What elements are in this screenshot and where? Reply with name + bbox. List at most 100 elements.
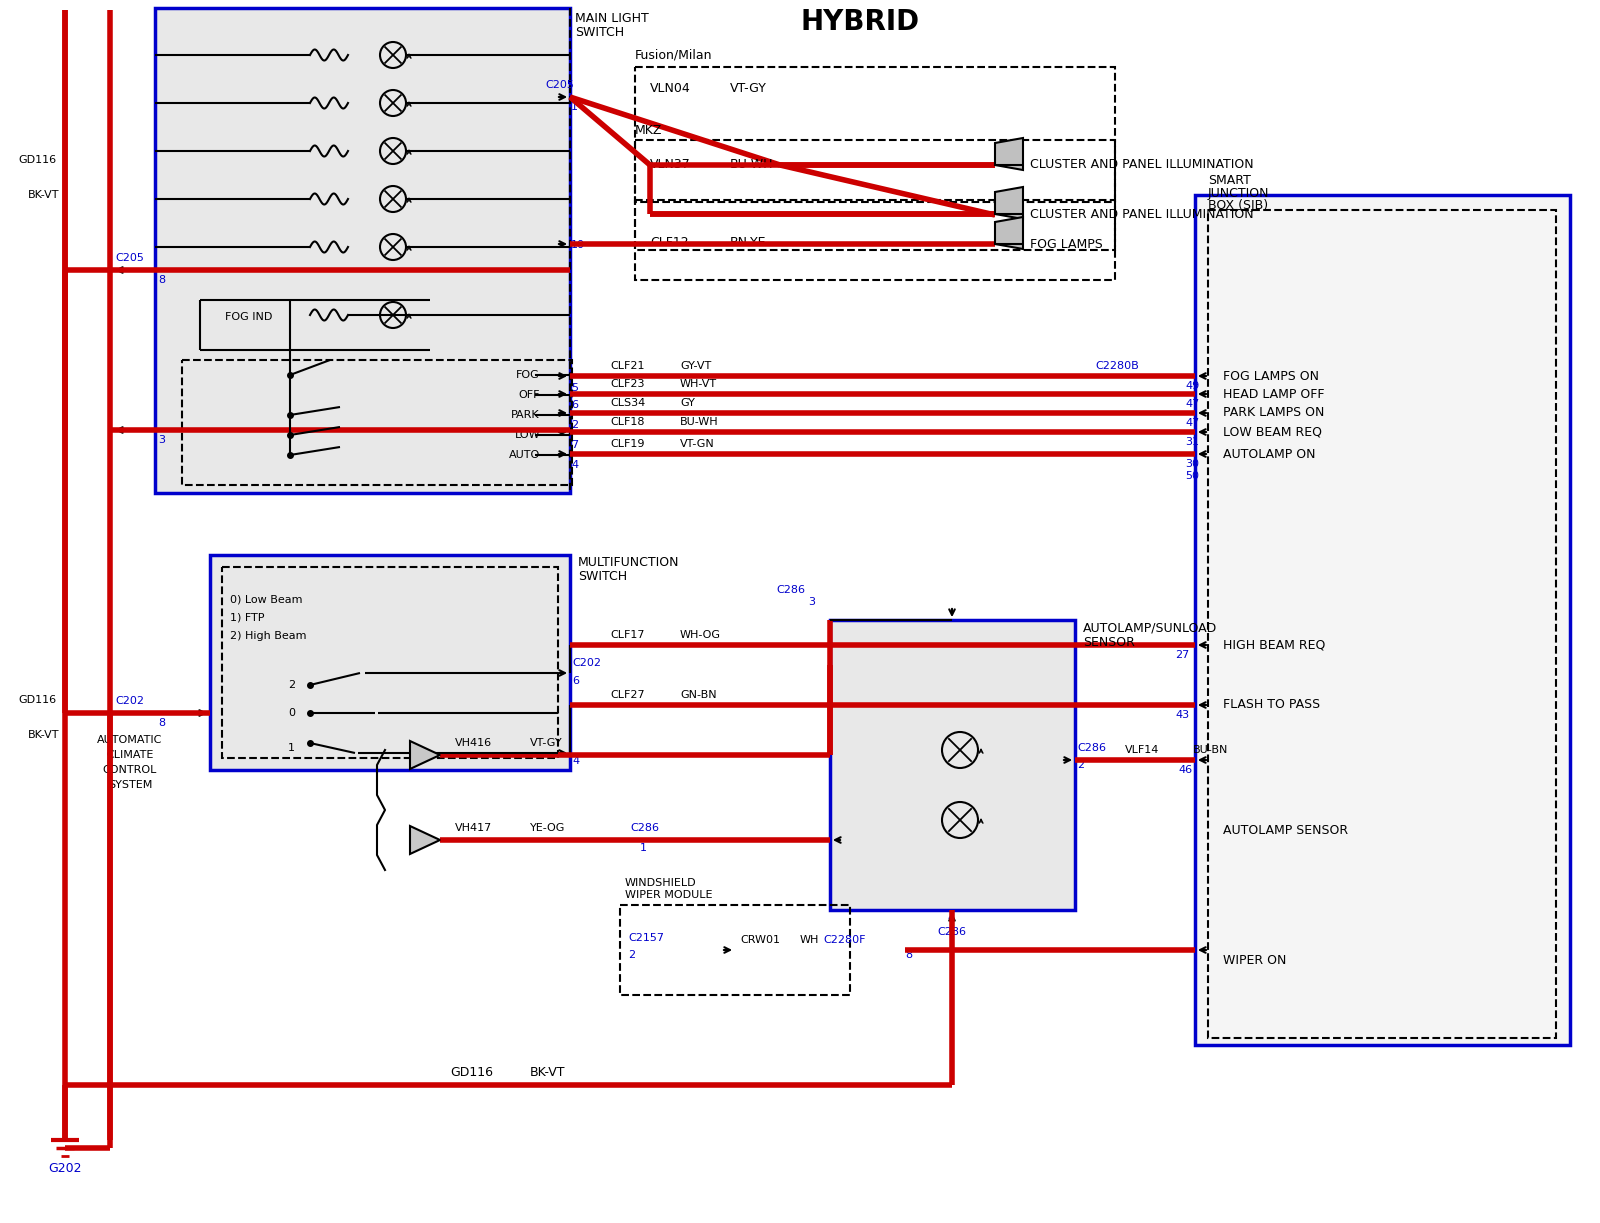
Bar <box>155 9 570 493</box>
Text: 2: 2 <box>571 419 578 430</box>
Text: LOW BEAM REQ: LOW BEAM REQ <box>1222 426 1322 439</box>
Text: SWITCH: SWITCH <box>574 26 624 38</box>
Text: VLF14: VLF14 <box>1125 745 1160 755</box>
Text: 2: 2 <box>288 680 294 690</box>
Text: PARK: PARK <box>512 410 541 419</box>
Text: AUTO: AUTO <box>509 450 541 460</box>
Text: 31: 31 <box>1186 437 1198 446</box>
Text: AUTOMATIC: AUTOMATIC <box>98 735 163 745</box>
Text: VLN37: VLN37 <box>650 159 691 171</box>
Text: 2: 2 <box>627 950 635 960</box>
Text: HIGH BEAM REQ: HIGH BEAM REQ <box>1222 638 1325 652</box>
Text: CONTROL: CONTROL <box>102 766 157 775</box>
Text: BN-YE: BN-YE <box>730 236 766 249</box>
Bar <box>635 201 1115 280</box>
Text: HYBRID: HYBRID <box>800 9 920 35</box>
Text: FOG IND: FOG IND <box>226 312 272 322</box>
Text: GD116: GD116 <box>450 1066 493 1080</box>
Text: CLUSTER AND PANEL ILLUMINATION: CLUSTER AND PANEL ILLUMINATION <box>1030 159 1254 171</box>
Text: C202: C202 <box>115 696 144 706</box>
Text: AUTOLAMP ON: AUTOLAMP ON <box>1222 448 1315 461</box>
Text: GD116: GD116 <box>18 695 56 704</box>
Text: 6: 6 <box>573 676 579 686</box>
Text: FOG LAMPS ON: FOG LAMPS ON <box>1222 369 1318 383</box>
Text: 10: 10 <box>571 240 586 249</box>
Text: FOG LAMPS: FOG LAMPS <box>1030 237 1102 251</box>
Bar <box>621 905 850 996</box>
Bar <box>182 360 573 486</box>
Text: C286: C286 <box>1077 744 1106 753</box>
Text: VT-GN: VT-GN <box>680 439 715 449</box>
Text: WINDSHIELD: WINDSHIELD <box>626 878 696 888</box>
Text: SMART: SMART <box>1208 174 1251 186</box>
Text: MULTIFUNCTION: MULTIFUNCTION <box>578 556 680 570</box>
Text: 8: 8 <box>906 950 912 960</box>
Text: C286: C286 <box>938 927 966 937</box>
Text: 0: 0 <box>288 708 294 718</box>
Text: CRW01: CRW01 <box>739 936 781 945</box>
Bar <box>210 555 570 770</box>
Text: YE-OG: YE-OG <box>530 823 565 833</box>
Polygon shape <box>995 187 1022 219</box>
Text: AUTOLAMP SENSOR: AUTOLAMP SENSOR <box>1222 823 1349 837</box>
Text: C202: C202 <box>573 658 602 668</box>
Text: VH417: VH417 <box>454 823 493 833</box>
Text: WH-OG: WH-OG <box>680 630 722 640</box>
Text: WH: WH <box>800 936 819 945</box>
Text: MAIN LIGHT: MAIN LIGHT <box>574 11 648 24</box>
Text: G202: G202 <box>48 1162 82 1174</box>
Text: GD116: GD116 <box>18 155 56 165</box>
Text: C286: C286 <box>776 585 805 596</box>
Text: AUTOLAMP/SUNLOAD: AUTOLAMP/SUNLOAD <box>1083 621 1218 635</box>
Text: CLUSTER AND PANEL ILLUMINATION: CLUSTER AND PANEL ILLUMINATION <box>1030 208 1254 220</box>
Text: 8: 8 <box>158 718 165 728</box>
Text: 1: 1 <box>288 744 294 753</box>
Text: 2: 2 <box>1077 759 1085 770</box>
Text: 4: 4 <box>571 460 578 470</box>
Text: CLF12: CLF12 <box>650 236 688 249</box>
Text: 2) High Beam: 2) High Beam <box>230 631 307 641</box>
Text: 5: 5 <box>571 383 578 393</box>
Text: FOG: FOG <box>517 371 541 380</box>
Text: 30: 30 <box>1186 459 1198 468</box>
Text: Fusion/Milan: Fusion/Milan <box>635 49 712 61</box>
Text: 46: 46 <box>1178 766 1192 775</box>
Polygon shape <box>410 741 440 769</box>
Text: C205: C205 <box>115 253 144 263</box>
Text: 4: 4 <box>947 914 954 923</box>
Text: OFF: OFF <box>518 390 541 400</box>
Text: GY-VT: GY-VT <box>680 361 712 371</box>
Polygon shape <box>995 138 1022 170</box>
Bar <box>830 620 1075 910</box>
Text: GY: GY <box>680 397 694 408</box>
Bar <box>1208 210 1555 1038</box>
Text: JUNCTION: JUNCTION <box>1208 186 1269 199</box>
Text: BU-BN: BU-BN <box>1194 745 1229 755</box>
Text: CLIMATE: CLIMATE <box>106 750 154 759</box>
Text: 50: 50 <box>1186 471 1198 481</box>
Text: 43: 43 <box>1174 711 1189 720</box>
Text: VT-GY: VT-GY <box>530 737 563 748</box>
Bar <box>222 567 558 758</box>
Text: 0) Low Beam: 0) Low Beam <box>230 596 302 605</box>
Text: 3: 3 <box>158 435 165 445</box>
Text: 6: 6 <box>571 400 578 410</box>
Text: 3: 3 <box>808 597 814 607</box>
Text: C286: C286 <box>630 823 659 833</box>
Text: C2157: C2157 <box>627 933 664 943</box>
Text: 4: 4 <box>573 756 579 766</box>
Text: 27: 27 <box>1174 649 1189 660</box>
Text: CLF21: CLF21 <box>610 361 645 371</box>
Text: SENSOR: SENSOR <box>1083 636 1134 648</box>
Text: CLS34: CLS34 <box>610 397 645 408</box>
Text: CLF23: CLF23 <box>610 379 645 389</box>
Text: BU-WH: BU-WH <box>730 159 773 171</box>
Text: WIPER ON: WIPER ON <box>1222 954 1286 966</box>
Text: 47: 47 <box>1186 399 1200 408</box>
Text: WH-VT: WH-VT <box>680 379 717 389</box>
Bar <box>635 139 1115 249</box>
Text: BK-VT: BK-VT <box>29 730 59 740</box>
Text: 49: 49 <box>1186 382 1200 391</box>
Text: 1: 1 <box>571 102 578 113</box>
Text: SWITCH: SWITCH <box>578 570 627 583</box>
